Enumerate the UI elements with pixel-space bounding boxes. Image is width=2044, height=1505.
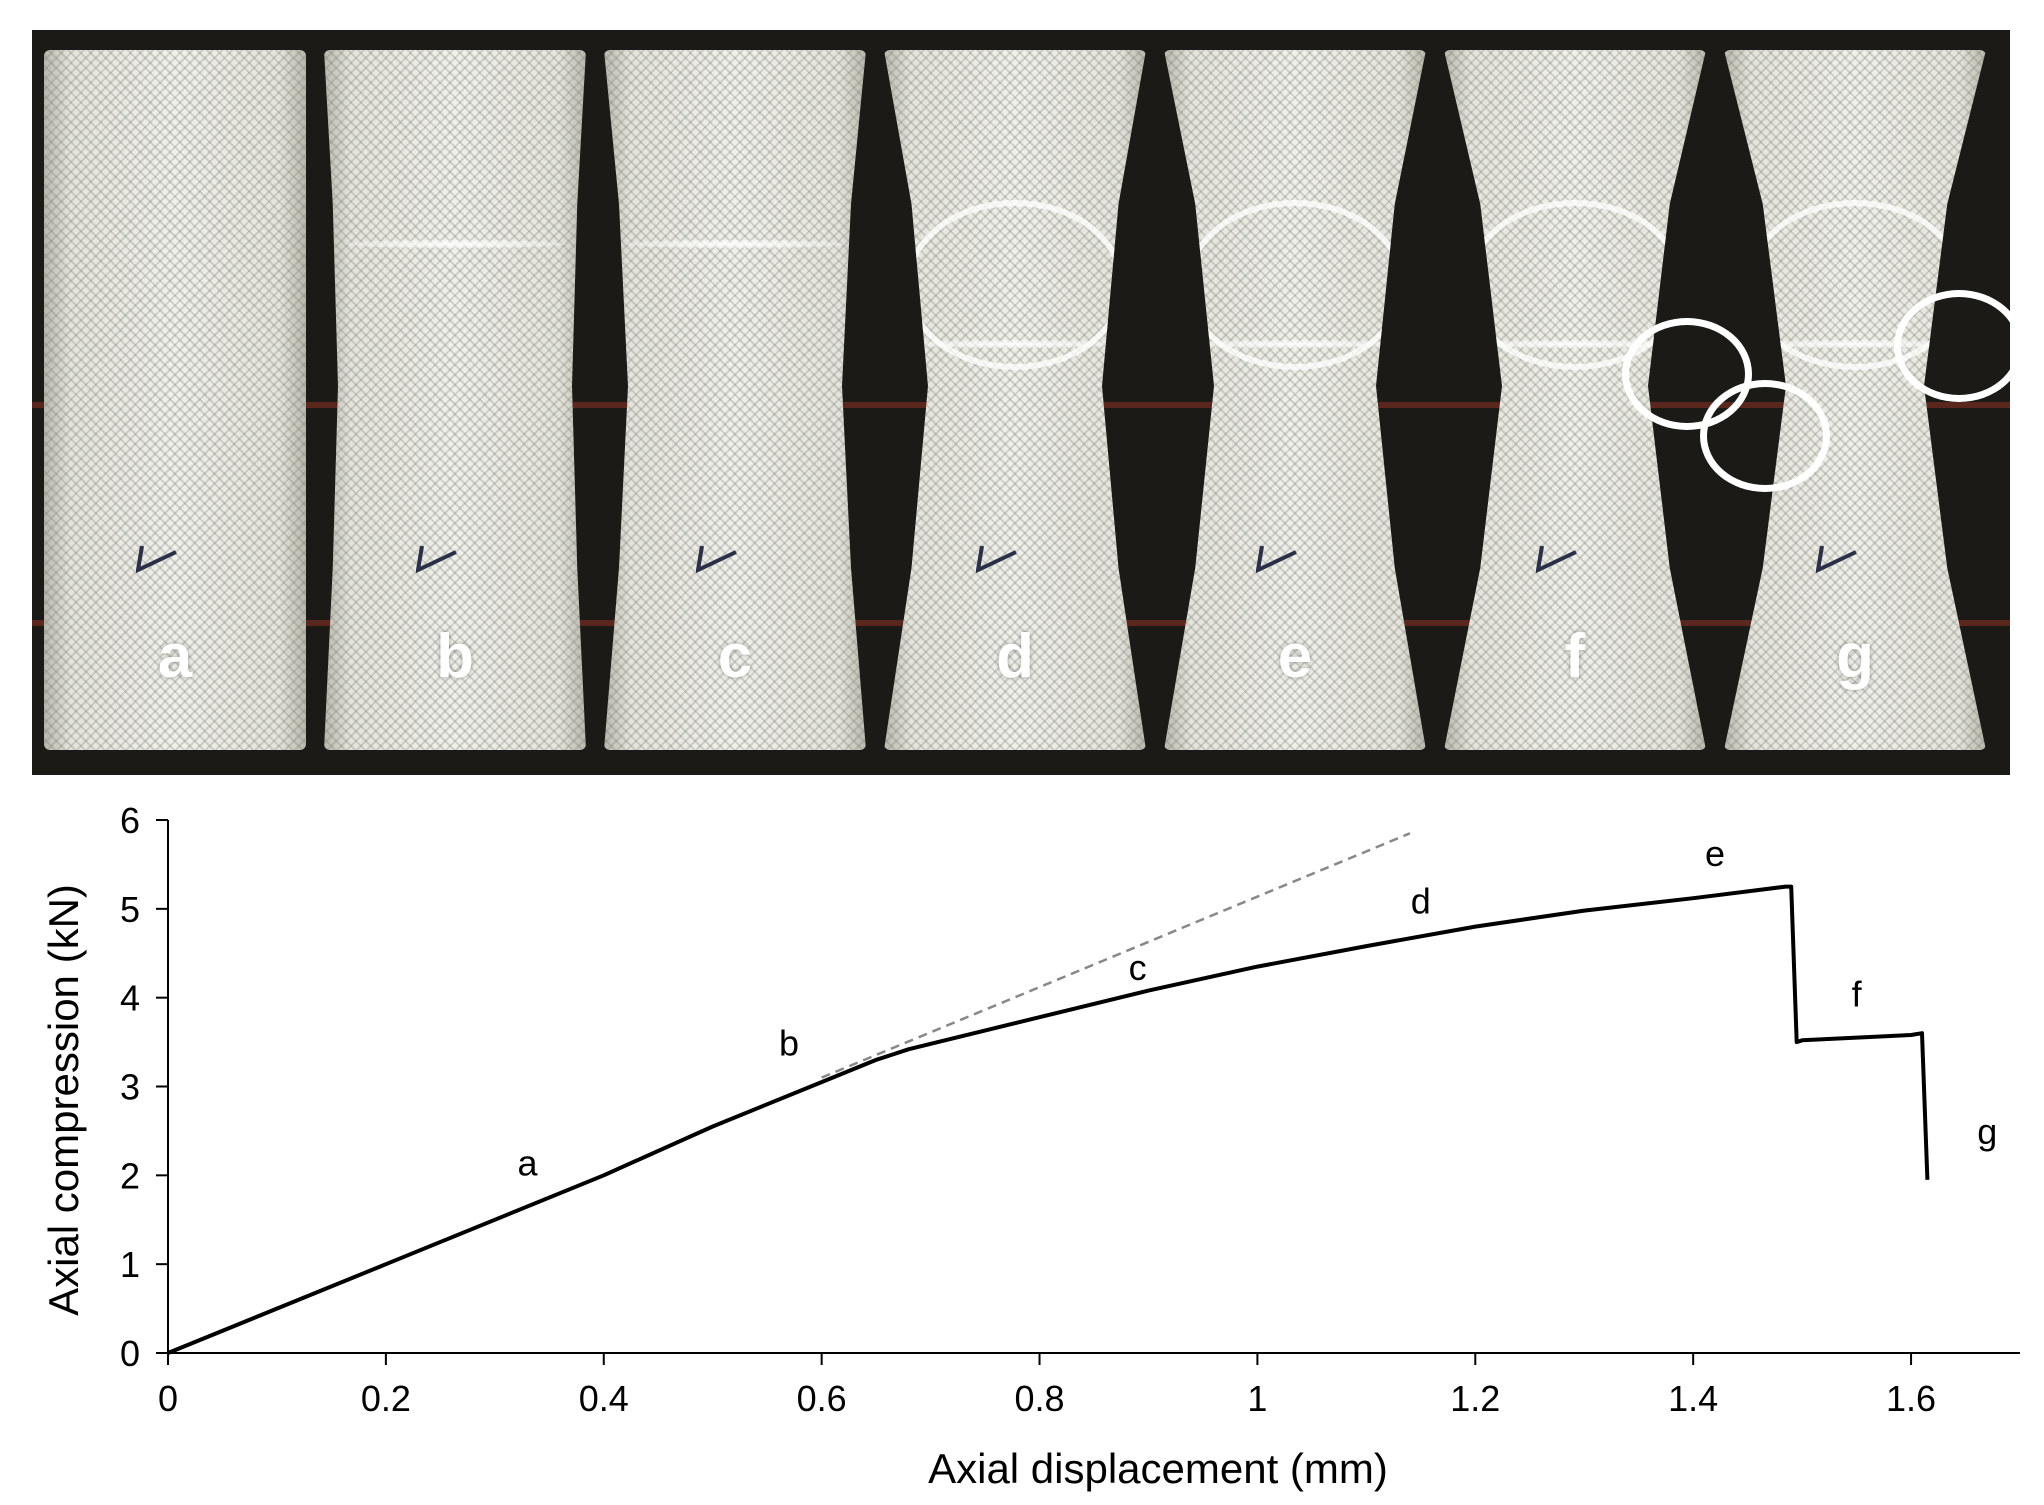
fabric-weave-texture (884, 50, 1146, 750)
x-axis-label: Axial displacement (mm) (928, 1445, 1388, 1492)
x-tick-label: 0.2 (361, 1378, 411, 1419)
specimen-label: d (996, 622, 1034, 691)
stage-annotation: g (1977, 1111, 1997, 1152)
chart-axes: 0 0.2 0.4 0.6 0.8 1 1.2 1.4 1.6 0 1 2 3 4 5 6 (120, 800, 2020, 1419)
y-tick-label: 2 (120, 1155, 140, 1196)
stage-annotation: f (1852, 974, 1863, 1015)
x-tick-label: 0.8 (1015, 1378, 1065, 1419)
failure-circle-marker (1622, 318, 1752, 430)
y-tick-label: 3 (120, 1067, 140, 1108)
y-axis-label: Axial compression (kN) (40, 884, 87, 1316)
load-displacement-chart: 0 0.2 0.4 0.6 0.8 1 1.2 1.4 1.6 0 1 2 3 4 5 6 a b c d e f g A… (40, 800, 2020, 1492)
y-tick-label: 4 (120, 978, 140, 1019)
specimen-label: b (436, 622, 474, 691)
surface-highlight (624, 240, 846, 248)
specimen-photo: e (1164, 50, 1426, 750)
specimen-label: g (1836, 622, 1874, 691)
specimen-label: e (1277, 622, 1313, 691)
x-tick-label: 0.6 (797, 1378, 847, 1419)
specimen-photo: c (604, 50, 866, 750)
buckling-reflection (904, 200, 1126, 370)
stage-annotation: c (1129, 947, 1147, 988)
y-tick-label: 5 (120, 889, 140, 930)
stage-annotation: d (1411, 880, 1431, 921)
pen-tick-mark (1255, 545, 1297, 574)
stage-annotation: a (517, 1142, 538, 1183)
chart-series (167, 832, 1930, 1355)
x-tick-label: 0.4 (579, 1378, 629, 1419)
pen-tick-mark (135, 545, 177, 574)
specimen-label: f (1564, 622, 1586, 691)
specimen-photo-strip: a b c d e f g (32, 30, 2010, 775)
specimen-photo: a (44, 50, 306, 750)
pen-tick-mark (975, 545, 1017, 574)
x-tick-label: 0 (158, 1378, 178, 1419)
buckling-reflection (1184, 200, 1406, 370)
fabric-weave-texture (604, 50, 866, 750)
specimen-photo: d (884, 50, 1146, 750)
failure-circle-marker (1700, 380, 1830, 492)
x-tick-label: 1 (1247, 1378, 1267, 1419)
specimen-photo: b (324, 50, 586, 750)
y-tick-label: 0 (120, 1333, 140, 1374)
x-tick-label: 1.4 (1668, 1378, 1718, 1419)
fabric-weave-texture (44, 50, 306, 750)
x-tick-label: 1.6 (1886, 1378, 1936, 1419)
load-curve-line (167, 884, 1930, 1355)
surface-highlight (344, 240, 566, 248)
y-tick-label: 6 (120, 800, 140, 841)
chart-annotations: a b c d e f g (517, 833, 1997, 1183)
linear-fit-dashed-line (821, 832, 1411, 1079)
y-tick-label: 1 (120, 1244, 140, 1285)
x-tick-label: 1.2 (1450, 1378, 1500, 1419)
stage-annotation: e (1705, 833, 1725, 874)
pen-tick-mark (1815, 545, 1857, 574)
failure-circle-marker (1894, 290, 2010, 402)
specimen-label: c (717, 622, 753, 691)
pen-tick-mark (415, 545, 457, 574)
stage-annotation: b (779, 1022, 799, 1063)
pen-tick-mark (695, 545, 737, 574)
specimen-label: a (157, 622, 193, 691)
pen-tick-mark (1535, 545, 1577, 574)
fabric-weave-texture (324, 50, 586, 750)
